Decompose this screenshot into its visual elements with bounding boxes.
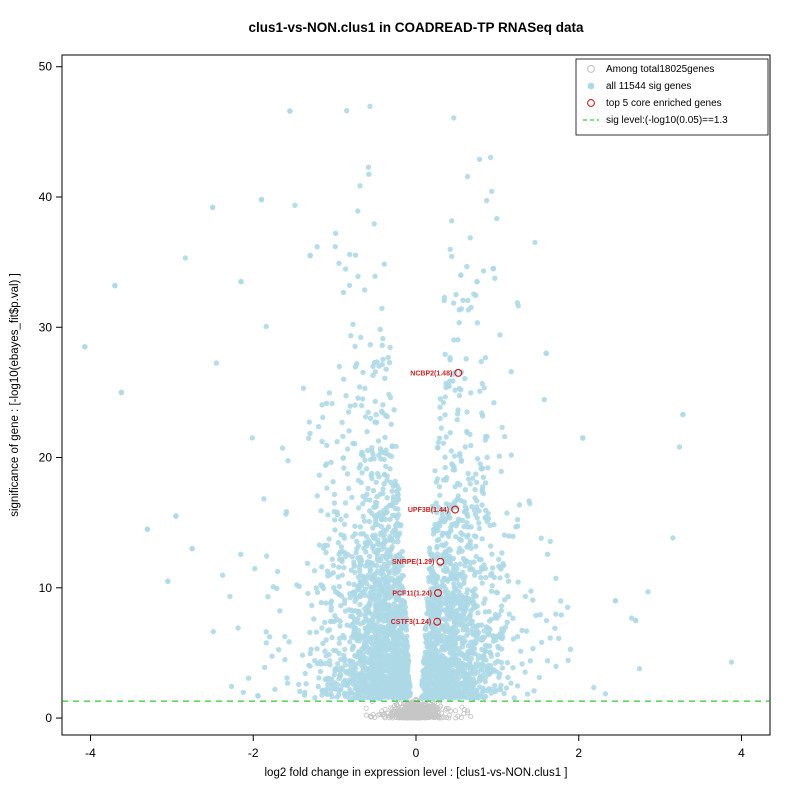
legend-label-0: Among total18025genes: [606, 64, 714, 75]
gene-label: NCBP2(1.48): [410, 370, 452, 377]
gene-marker: [436, 557, 445, 566]
x-axis-label: log2 fold change in expression level : […: [265, 767, 568, 779]
legend-marker-2: [587, 99, 595, 107]
legend-label-2: top 5 core enriched genes: [606, 98, 722, 109]
plot-frame: [61, 54, 771, 736]
gene-marker: [434, 588, 443, 597]
chart-title: clus1-vs-NON.clus1 in COADREAD-TP RNASeq…: [248, 20, 584, 35]
gene-label: SNRPE(1.29): [392, 559, 434, 566]
x-axis: -4 -2 0 2 4: [85, 735, 745, 760]
x-tick-label: 0: [413, 746, 420, 760]
y-axis: 0 10 20 30 40 50: [39, 60, 62, 725]
y-tick-label: 30: [39, 320, 53, 334]
sig-points: [82, 103, 735, 702]
y-tick-label: 40: [39, 190, 53, 204]
gene-marker: [433, 617, 442, 626]
y-tick-label: 50: [39, 60, 53, 74]
legend-marker-1: [587, 82, 595, 90]
y-tick-label: 10: [39, 581, 53, 595]
y-axis-label: significance of gene : [-log10(ebayes_fi…: [9, 273, 21, 517]
x-tick-label: -2: [248, 746, 259, 760]
gene-marker: [451, 505, 460, 514]
legend-label-1: all 11544 sig genes: [606, 81, 691, 92]
legend: Among total18025genes all 11544 sig genes…: [575, 58, 769, 136]
nonsig-points: [363, 696, 474, 721]
gene-label: CSTF3(1.24): [391, 619, 431, 626]
x-tick-label: -4: [85, 746, 96, 760]
gene-label: UPF3B(1.44): [408, 507, 449, 514]
highlighted-genes: NCBP2(1.48) UPF3B(1.44) SNRPE(1.29) PCF11(1…: [391, 368, 463, 626]
x-tick-label: 4: [738, 746, 745, 760]
gene-marker: [454, 368, 463, 377]
x-tick-label: 2: [575, 746, 582, 760]
gene-label: PCF11(1.24): [392, 591, 432, 598]
legend-marker-0: [587, 65, 595, 73]
legend-label-3: sig level:(-log10(0.05)==1.3: [606, 115, 728, 126]
legend-box: [575, 58, 769, 136]
y-tick-label: 20: [39, 451, 53, 465]
y-tick-label: 0: [45, 711, 52, 725]
